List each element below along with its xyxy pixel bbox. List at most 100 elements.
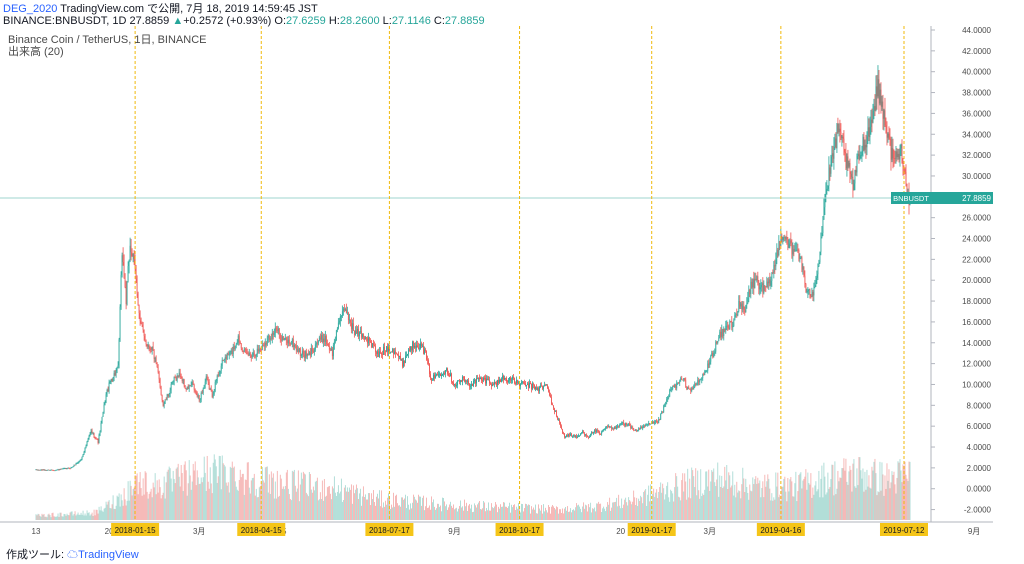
volume-bar xyxy=(841,468,843,520)
candle-body xyxy=(767,281,769,284)
candle-body xyxy=(331,348,333,357)
volume-bar xyxy=(821,465,823,520)
candle-body xyxy=(856,156,858,173)
volume-bar xyxy=(169,468,171,520)
date-marker-label: 2019-04-16 xyxy=(756,523,805,536)
candle-body xyxy=(741,303,743,310)
price-axis[interactable]: 44.000042.000040.000038.000036.000034.00… xyxy=(891,26,993,522)
candle-body xyxy=(202,388,204,394)
candle-body xyxy=(652,421,654,424)
volume-bar xyxy=(112,495,114,520)
date-marker-bg xyxy=(495,523,544,536)
volume-bar xyxy=(398,505,399,520)
candle-body xyxy=(233,346,235,350)
volume-bar xyxy=(692,470,694,520)
volume-bar xyxy=(886,463,888,520)
volume-bar xyxy=(440,505,441,520)
candle-body xyxy=(424,349,425,354)
volume-bars xyxy=(35,454,911,520)
volume-bar xyxy=(137,494,139,520)
volume-bar xyxy=(318,499,320,520)
volume-bar xyxy=(890,482,892,520)
candle-body xyxy=(623,422,625,425)
candle-body xyxy=(144,335,146,342)
volume-bar xyxy=(79,514,81,520)
candle-body xyxy=(887,133,889,138)
candle-body xyxy=(736,314,738,316)
volume-bar xyxy=(198,483,200,520)
candle-body xyxy=(288,339,290,344)
volume-bar xyxy=(565,506,567,520)
candle-body xyxy=(182,379,184,382)
series-title: Binance Coin / TetherUS, 1日, BINANCE xyxy=(8,34,207,46)
volume-bar xyxy=(836,488,838,520)
tradingview-link[interactable]: TradingView xyxy=(78,549,139,561)
candle-body xyxy=(757,276,759,284)
volume-bar xyxy=(531,506,532,520)
candle-body xyxy=(751,281,753,288)
candle-body xyxy=(343,308,345,311)
candle-body xyxy=(603,429,605,431)
candle-body xyxy=(132,254,134,256)
volume-bar xyxy=(634,497,636,520)
volume-bar xyxy=(228,492,230,520)
candle-body xyxy=(573,434,575,436)
candle-body xyxy=(159,379,161,388)
volume-bar xyxy=(616,497,618,520)
candle-body xyxy=(69,468,71,470)
candle-body xyxy=(584,433,586,436)
volume-bar xyxy=(74,511,76,520)
candle-body xyxy=(503,375,504,380)
volume-bar xyxy=(586,505,588,520)
volume-bar xyxy=(249,493,251,520)
candle-body xyxy=(472,384,473,386)
candle-body xyxy=(389,347,390,353)
candle-body xyxy=(388,347,389,352)
candle-body xyxy=(818,262,820,267)
author-link[interactable]: DEG_2020 xyxy=(3,3,58,15)
volume-bar xyxy=(589,507,591,520)
volume-bar xyxy=(617,506,619,520)
volume-bar xyxy=(297,470,299,520)
candle-body xyxy=(141,323,143,326)
volume-bar xyxy=(304,474,306,520)
time-axis[interactable]: 13203月579月203月59月2018-01-152018-04-15201… xyxy=(0,521,993,536)
candle-body xyxy=(80,459,82,461)
candle-body xyxy=(95,438,97,440)
candle-body xyxy=(284,338,286,339)
candle-body xyxy=(636,429,638,431)
volume-bar xyxy=(453,504,454,520)
volume-bar xyxy=(823,462,825,520)
candle-body xyxy=(208,382,210,390)
candle-body xyxy=(608,426,610,427)
volume-bar xyxy=(753,484,755,520)
volume-bar xyxy=(457,511,458,520)
candle-body xyxy=(247,354,249,356)
candle-body xyxy=(216,375,218,382)
volume-bar xyxy=(329,493,331,520)
volume-bar xyxy=(828,488,830,520)
volume-bar xyxy=(556,506,557,520)
volume-bar xyxy=(177,463,179,520)
volume-bar xyxy=(816,491,818,520)
candle-body xyxy=(89,433,91,437)
candle-body xyxy=(292,339,294,348)
candle-body xyxy=(189,385,191,387)
candle-body xyxy=(349,319,351,323)
volume-bar xyxy=(286,469,288,520)
ohlc-line: BINANCE:BNBUSDT, 1D 27.8859 ▲+0.2572 (+0… xyxy=(3,15,485,27)
candle-body xyxy=(618,425,620,427)
volume-bar xyxy=(263,482,265,520)
candle-body xyxy=(749,289,751,294)
candle-body xyxy=(673,386,675,387)
candle-body xyxy=(103,404,105,412)
volume-bar xyxy=(866,469,868,520)
candle-body xyxy=(613,428,615,430)
candle-body xyxy=(315,343,317,345)
candle-body xyxy=(259,349,261,351)
candle-body xyxy=(108,382,110,392)
candle-body xyxy=(276,330,278,332)
candle-body xyxy=(92,433,94,434)
candle-body xyxy=(395,351,396,354)
